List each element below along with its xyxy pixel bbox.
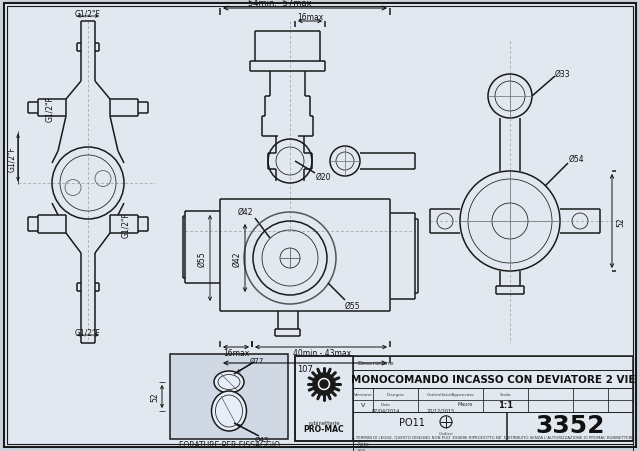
- Text: 20/12/2015: 20/12/2015: [426, 408, 454, 413]
- Text: Ø55: Ø55: [344, 301, 360, 310]
- Text: 1:1: 1:1: [498, 400, 513, 410]
- Text: FORATURE PER FISSAGGIO: FORATURE PER FISSAGGIO: [179, 441, 280, 450]
- Ellipse shape: [211, 391, 246, 431]
- Bar: [353, 412, 633, 440]
- Text: Ø20: Ø20: [316, 172, 331, 181]
- Text: Versione: Versione: [354, 392, 372, 396]
- Circle shape: [313, 373, 335, 395]
- Text: 52: 52: [616, 217, 625, 226]
- Bar: [170, 354, 288, 439]
- Text: 3352: 3352: [535, 413, 605, 437]
- Text: Ø42: Ø42: [237, 207, 253, 216]
- Bar: [295, 356, 633, 441]
- Bar: [353, 440, 633, 451]
- Text: Ø54: Ø54: [568, 154, 584, 163]
- Text: Ø77: Ø77: [250, 357, 264, 363]
- Text: Disegno: Disegno: [387, 392, 404, 396]
- Text: PO11: PO11: [399, 417, 425, 427]
- Text: Ø43: Ø43: [255, 436, 269, 442]
- Circle shape: [320, 380, 328, 388]
- Text: G1/2"F: G1/2"F: [75, 9, 101, 18]
- Text: A TERMINI DI LEGGE, QUESTO DISEGNO NON PUO' ESSERE RIPRODOTTO NE' DISTRIBUITO SE: A TERMINI DI LEGGE, QUESTO DISEGNO NON P…: [351, 435, 634, 439]
- Text: Ø33: Ø33: [554, 69, 570, 78]
- Bar: [353, 441, 633, 451]
- Bar: [353, 370, 633, 388]
- Text: 52: 52: [150, 392, 159, 401]
- Text: Controllato/Approvato: Controllato/Approvato: [427, 392, 474, 396]
- Text: Note: Note: [357, 442, 369, 446]
- Text: G1/2"F: G1/2"F: [8, 146, 17, 171]
- Circle shape: [317, 377, 331, 391]
- Text: Data: Data: [381, 402, 390, 406]
- Text: Descrizione: Descrizione: [357, 361, 394, 366]
- Bar: [353, 356, 633, 370]
- Ellipse shape: [214, 371, 244, 393]
- Text: Ø42: Ø42: [232, 251, 241, 266]
- Text: Mauro: Mauro: [458, 401, 473, 407]
- Text: 07/04/2014: 07/04/2014: [371, 408, 399, 413]
- Text: rubinetterie: rubinetterie: [308, 421, 340, 426]
- Text: MONOCOMANDO INCASSO CON DEVIATORE 2 VIE: MONOCOMANDO INCASSO CON DEVIATORE 2 VIE: [351, 374, 636, 384]
- Text: 54min.- 57max: 54min.- 57max: [248, 0, 312, 9]
- Bar: [295, 356, 353, 441]
- Text: G1/2"F: G1/2"F: [75, 328, 101, 337]
- Text: Ø55: Ø55: [198, 251, 207, 266]
- Text: G1/2"F: G1/2"F: [122, 212, 131, 237]
- Text: 107: 107: [297, 365, 313, 374]
- Bar: [353, 388, 633, 412]
- Text: 16max: 16max: [297, 13, 323, 22]
- Text: Scala: Scala: [500, 392, 511, 396]
- Text: V: V: [361, 403, 365, 408]
- Text: 40min.- 43max: 40min.- 43max: [293, 349, 351, 358]
- Text: G1/2"F: G1/2"F: [45, 96, 54, 122]
- Text: 16max: 16max: [223, 349, 249, 358]
- Text: PRO-MAC: PRO-MAC: [304, 424, 344, 433]
- Text: Codice: Codice: [438, 431, 453, 435]
- Text: N/A: N/A: [357, 447, 365, 451]
